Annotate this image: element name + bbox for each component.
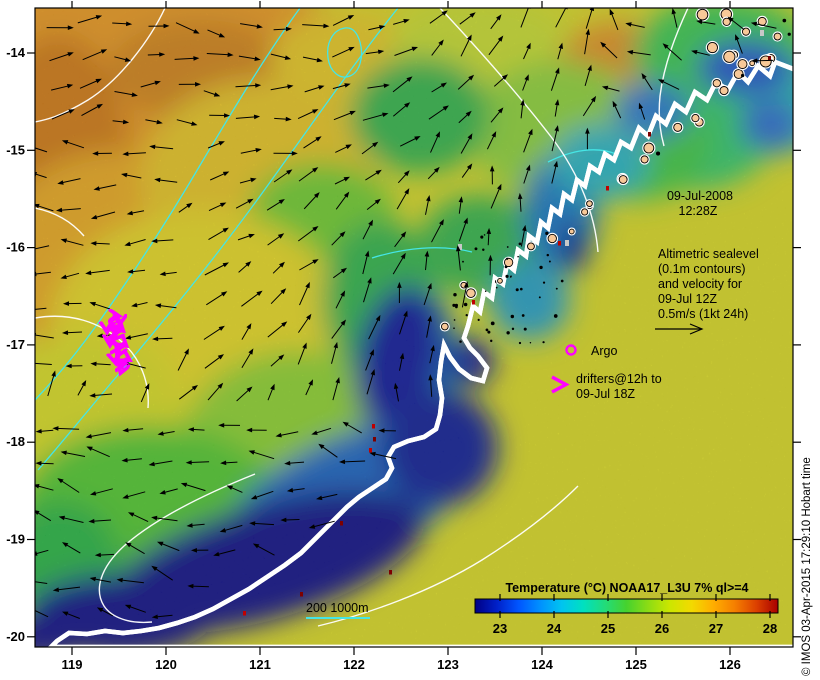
argo-label: Argo bbox=[591, 344, 617, 358]
noise-light-overlay bbox=[35, 8, 793, 647]
drifter-track bbox=[107, 316, 126, 369]
y-tick-label: -16 bbox=[6, 240, 25, 255]
note-line-3: and velocity for bbox=[658, 277, 742, 291]
depth-contour-legend: 200 1000m bbox=[306, 601, 370, 619]
colorbar-title: Temperature (°C) NOAA17_L3U 7% ql>=4 bbox=[505, 581, 748, 595]
x-tick-label: 120 bbox=[155, 657, 177, 672]
imos-watermark: © IMOS 03-Apr-2015 17:29:10 Hobart time bbox=[801, 457, 813, 676]
x-tick-label: 126 bbox=[719, 657, 741, 672]
latitude-axis: -14 -15 -16 -17 -18 -19 -20 bbox=[6, 45, 801, 644]
y-tick-label: -17 bbox=[6, 337, 25, 352]
note-line-2: (0.1m contours) bbox=[658, 262, 746, 276]
x-tick-label: 122 bbox=[343, 657, 365, 672]
y-tick-label: -15 bbox=[6, 142, 25, 157]
colorbar-tick-label: 23 bbox=[493, 621, 507, 636]
depth-legend-label: 200 1000m bbox=[306, 601, 369, 615]
y-tick-label: -19 bbox=[6, 532, 25, 547]
velocity-arrow-field bbox=[35, 8, 777, 619]
temperature-colorbar: Temperature (°C) NOAA17_L3U 7% ql>=4 23 2… bbox=[474, 581, 779, 636]
map-canvas bbox=[35, 8, 793, 647]
note-line-5: 0.5m/s (1kt 24h) bbox=[658, 307, 748, 321]
drifters-legend: drifters@12h to 09-Jul 18Z bbox=[551, 372, 662, 401]
colorbar-gradient-bar bbox=[474, 598, 779, 614]
colorbar-tick-label: 26 bbox=[655, 621, 669, 636]
y-tick-label: -18 bbox=[6, 434, 25, 449]
x-tick-label: 123 bbox=[437, 657, 459, 672]
colorbar-tick-label: 28 bbox=[763, 621, 777, 636]
x-tick-label: 125 bbox=[625, 657, 647, 672]
colorbar-ticks: 23 24 25 26 27 28 bbox=[493, 594, 777, 636]
argo-marker-icon bbox=[565, 344, 577, 356]
date-label: 09-Jul-2008 12:28Z bbox=[667, 189, 733, 218]
longitude-axis: 119 120 121 122 123 124 125 126 bbox=[62, 1, 741, 672]
x-tick-label: 124 bbox=[531, 657, 553, 672]
velocity-scale-arrow bbox=[655, 323, 704, 335]
altimetry-note: Altimetric sealevel (0.1m contours) and … bbox=[655, 247, 759, 335]
note-line-1: Altimetric sealevel bbox=[658, 247, 759, 261]
colorbar-tick-label: 24 bbox=[547, 621, 562, 636]
coastal-data-specks bbox=[243, 30, 771, 616]
x-tick-label: 119 bbox=[62, 657, 83, 672]
y-tick-label: -14 bbox=[6, 45, 26, 60]
map-frame bbox=[34, 7, 794, 648]
note-line-4: 09-Jul 12Z bbox=[658, 292, 717, 306]
colorbar-tick-label: 25 bbox=[601, 621, 615, 636]
drifters-line1: drifters@12h to bbox=[576, 372, 662, 386]
drifter-marker-icon bbox=[551, 375, 570, 394]
drifters-line2: 09-Jul 18Z bbox=[576, 387, 635, 401]
date-line2: 12:28Z bbox=[679, 204, 718, 218]
argo-legend: Argo bbox=[565, 344, 617, 358]
date-line1: 09-Jul-2008 bbox=[667, 189, 733, 203]
x-tick-label: 121 bbox=[249, 657, 271, 672]
colorbar-tick-label: 27 bbox=[709, 621, 723, 636]
y-tick-label: -20 bbox=[6, 629, 25, 644]
